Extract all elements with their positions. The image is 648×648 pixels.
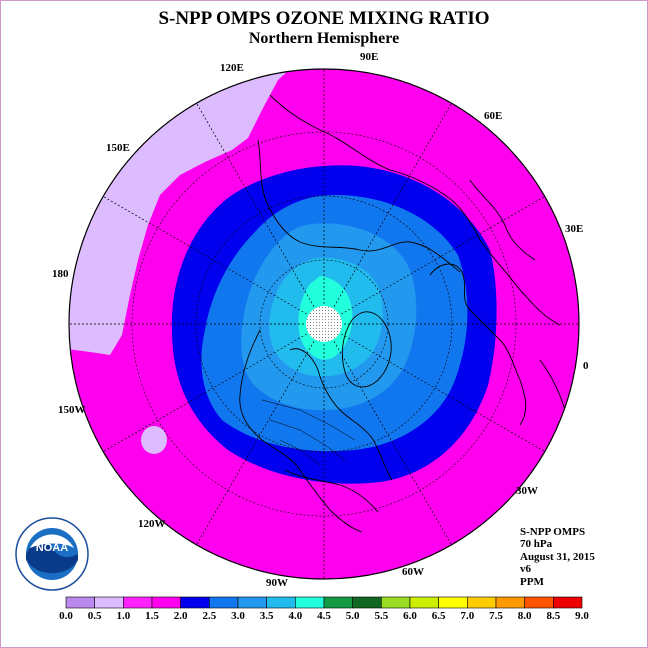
colorbar-tick-label: 2.5 — [202, 610, 216, 622]
colorbar-swatches — [65, 596, 583, 609]
colorbar-swatch — [237, 596, 267, 609]
colorbar-tick-label: 1.0 — [116, 610, 130, 622]
colorbar-swatch — [266, 596, 296, 609]
colorbar-swatch — [467, 596, 497, 609]
colorbar-tick-label: 3.5 — [260, 610, 274, 622]
colorbar-tick-labels: 0.0 0.5 1.0 1.5 2.0 2.5 3.0 3.5 4.0 4.5 5.0 5.5 6.0 6… — [59, 610, 589, 622]
colorbar-tick-label: 8.0 — [518, 610, 532, 622]
lon-label-180: 180 — [52, 268, 69, 280]
colorbar-swatch — [180, 596, 210, 609]
colorbar-tick-label: 8.5 — [546, 610, 560, 622]
colorbar-tick-label: 6.0 — [403, 610, 417, 622]
lon-label-120w: 120W — [138, 518, 166, 530]
colorbar-swatch — [209, 596, 239, 609]
colorbar-tick-label: 7.0 — [460, 610, 474, 622]
lon-label-150e: 150E — [106, 142, 130, 154]
lon-label-150w: 150W — [58, 404, 86, 416]
colorbar-swatch — [381, 596, 411, 609]
lon-label-90e: 90E — [360, 51, 379, 63]
colorbar-tick-label: 5.5 — [374, 610, 388, 622]
info-date: August 31, 2015 — [520, 550, 595, 563]
colorbar-swatch — [323, 596, 353, 609]
lon-label-30w: 30W — [516, 485, 538, 497]
colorbar-swatch — [553, 596, 583, 609]
info-units: PPM — [520, 575, 544, 588]
longitude-lines — [69, 69, 579, 579]
colorbar-swatch — [151, 596, 181, 609]
coastlines — [239, 94, 571, 533]
colorbar-swatch — [352, 596, 382, 609]
colorbar-swatch — [65, 596, 95, 609]
colorbar-tick-label: 9.0 — [575, 610, 589, 622]
colorbar-swatch — [524, 596, 554, 609]
info-version: v6 — [520, 563, 531, 576]
country-borders — [261, 399, 356, 466]
lon-label-30e: 30E — [565, 223, 584, 235]
info-level: 70 hPa — [520, 538, 553, 551]
colorbar-swatch — [409, 596, 439, 609]
info-instrument: S-NPP OMPS — [520, 526, 586, 538]
colorbar-tick-label: 2.0 — [174, 610, 188, 622]
colorbar-swatch — [94, 596, 124, 609]
map-title: S-NPP OMPS OZONE MIXING RATIO — [158, 8, 490, 29]
lon-label-120e: 120E — [220, 62, 244, 74]
colorbar-swatch — [295, 596, 325, 609]
noaa-logo-text: NOAA — [36, 542, 68, 554]
colorbar-tick-label: 7.5 — [489, 610, 503, 622]
colorbar-tick-label: 5.0 — [346, 610, 360, 622]
map-subtitle: Northern Hemisphere — [248, 30, 400, 47]
lon-label-60e: 60E — [484, 110, 503, 122]
hemisphere-outline — [68, 68, 580, 580]
noaa-logo: NOAA — [15, 517, 89, 591]
colorbar-tick-label: 6.5 — [432, 610, 446, 622]
colorbar-tick-label: 4.5 — [317, 610, 331, 622]
ozone-band-0.5-patch — [141, 426, 167, 454]
lon-label-0: 0 — [583, 360, 589, 372]
colorbar-tick-label: 3.0 — [231, 610, 245, 622]
lon-label-60w: 60W — [402, 566, 424, 578]
product-info: S-NPP OMPS 70 hPa August 31, 2015 v6 PPM — [520, 526, 595, 588]
colorbar-tick-label: 0.0 — [59, 610, 73, 622]
lon-label-90w: 90W — [266, 577, 288, 589]
colorbar-swatch — [438, 596, 468, 609]
colorbar-tick-label: 4.0 — [288, 610, 302, 622]
colorbar-swatch — [495, 596, 525, 609]
colorbar-tick-label: 0.5 — [88, 610, 102, 622]
colorbar-tick-label: 1.5 — [145, 610, 159, 622]
colorbar-swatch — [123, 596, 153, 609]
polar-no-data-region — [306, 306, 342, 342]
